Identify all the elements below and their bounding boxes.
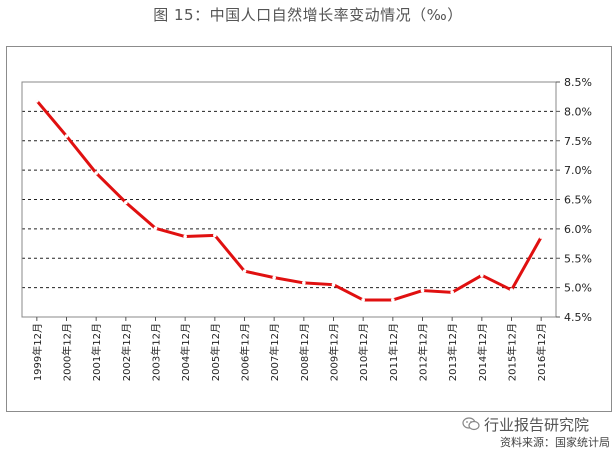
data-point	[539, 235, 543, 239]
source-note: 资料来源：国家统计局	[500, 436, 610, 449]
y-tick-label: 8.0%	[564, 105, 592, 118]
y-tick-label: 7.5%	[564, 135, 592, 148]
x-tick-label: 2012年12月	[417, 323, 430, 381]
data-point	[302, 281, 306, 285]
x-tick-label: 2015年12月	[506, 323, 519, 381]
grid-lines	[22, 110, 556, 289]
y-tick-label: 7.0%	[564, 164, 592, 177]
data-point	[242, 269, 247, 273]
data-point	[183, 234, 187, 239]
data-point	[450, 290, 454, 295]
x-tick-label: 1999年12月	[31, 323, 44, 381]
chart-title: 图 15：中国人口自然增长率变动情况（‰）	[153, 6, 463, 24]
data-point	[35, 99, 39, 103]
x-tick-label: 2005年12月	[209, 323, 222, 381]
data-point	[64, 134, 69, 138]
data-point	[272, 275, 276, 280]
data-point	[331, 282, 336, 287]
x-tick-label: 2013年12月	[446, 323, 459, 381]
y-tick-label: 8.5%	[564, 76, 592, 89]
data-point	[94, 171, 98, 175]
x-tick-label: 2004年12月	[179, 323, 192, 381]
data-point	[480, 273, 484, 278]
watermark: 行业报告研究院	[462, 414, 589, 435]
x-tick-label: 2011年12月	[387, 323, 400, 381]
data-point	[509, 288, 514, 292]
data-point	[391, 298, 395, 302]
series-line	[35, 99, 543, 302]
data-point	[124, 200, 128, 205]
x-axis-ticks: 1999年12月 2000年12月 2001年12月 2002年12月 2003年12月…	[31, 317, 548, 381]
x-tick-label: 2009年12月	[328, 323, 341, 381]
y-tick-label: 4.5%	[564, 311, 592, 324]
watermark-text: 行业报告研究院	[484, 416, 590, 434]
data-point	[361, 298, 365, 302]
y-axis-ticks: 4.5% 5.0% 5.5% 6.0% 6.5% 7.0% 7.5% 8.0% 8.5%	[556, 76, 592, 324]
x-tick-label: 2003年12月	[150, 323, 163, 381]
wechat-icon	[462, 417, 480, 431]
x-tick-label: 2016年12月	[535, 323, 548, 381]
x-tick-label: 2008年12月	[298, 323, 311, 381]
x-tick-label: 2001年12月	[90, 323, 103, 381]
x-tick-label: 2010年12月	[357, 323, 370, 381]
series	[35, 99, 543, 302]
data-point	[213, 233, 217, 238]
x-tick-label: 2002年12月	[120, 323, 133, 381]
x-tick-label: 2007年12月	[268, 323, 281, 381]
x-tick-label: 2014年12月	[476, 323, 489, 381]
x-tick-label: 2000年12月	[61, 323, 74, 381]
y-tick-label: 6.5%	[564, 194, 592, 207]
y-tick-label: 5.0%	[564, 282, 592, 295]
x-tick-label: 2006年12月	[239, 323, 252, 381]
data-point	[153, 226, 158, 231]
y-tick-label: 6.0%	[564, 223, 592, 236]
data-point	[420, 288, 425, 293]
y-tick-label: 5.5%	[564, 252, 592, 265]
